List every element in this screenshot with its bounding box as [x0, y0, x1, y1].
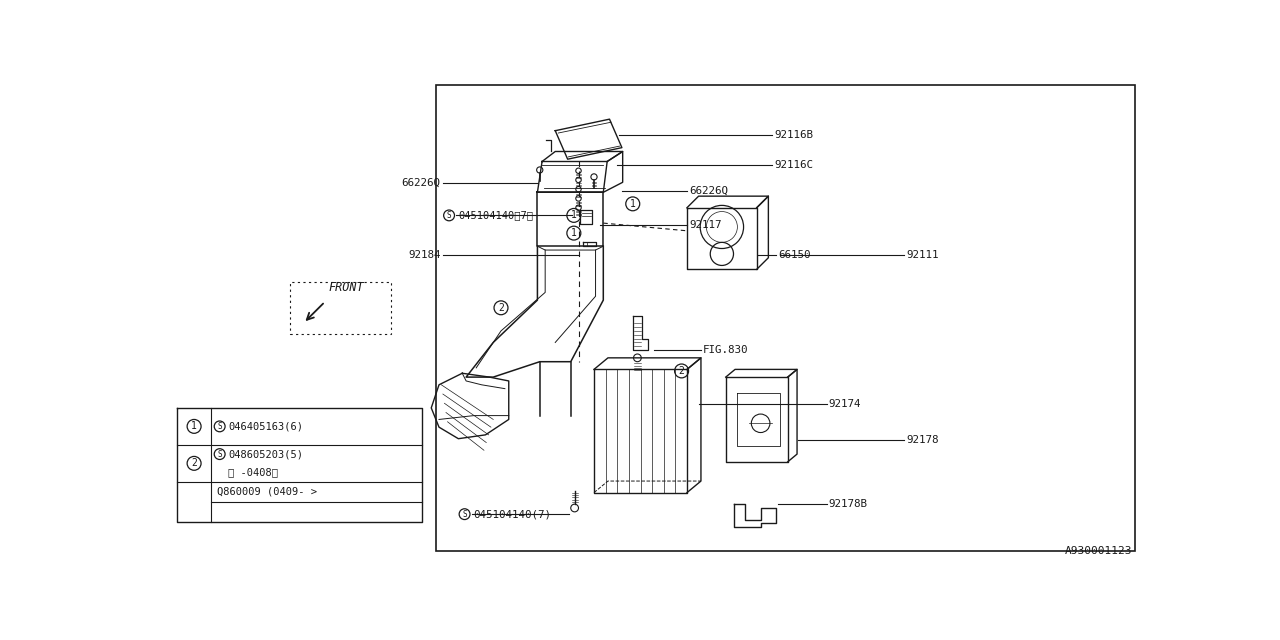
Text: 92111: 92111	[906, 250, 938, 260]
Text: FRONT: FRONT	[329, 281, 365, 294]
Text: 1: 1	[571, 228, 577, 238]
Bar	[291, 282, 390, 334]
Text: 92178: 92178	[906, 435, 938, 445]
Text: 2: 2	[678, 366, 685, 376]
Text: 2: 2	[191, 458, 197, 468]
Text: S: S	[218, 449, 221, 459]
Text: 66226Q: 66226Q	[402, 178, 440, 188]
Text: 046405163(6): 046405163(6)	[228, 421, 303, 431]
Text: 〈 -0408〉: 〈 -0408〉	[228, 468, 278, 477]
Text: 048605203(5): 048605203(5)	[228, 449, 303, 459]
Text: 66226Q: 66226Q	[690, 186, 728, 196]
Text: 92178B: 92178B	[829, 499, 868, 509]
Text: 1: 1	[191, 421, 197, 431]
Text: 1: 1	[571, 211, 577, 220]
Bar	[435, 85, 1135, 551]
Text: 92116C: 92116C	[774, 161, 814, 170]
Text: Q860009 (0409- >: Q860009 (0409- >	[218, 487, 317, 497]
Text: 66150: 66150	[778, 250, 812, 260]
Text: 045104140(7): 045104140(7)	[474, 509, 552, 519]
Text: 92117: 92117	[690, 220, 722, 230]
Text: S: S	[447, 211, 452, 220]
Text: 92174: 92174	[829, 399, 861, 409]
Text: 2: 2	[498, 303, 504, 313]
Text: 92116B: 92116B	[774, 129, 814, 140]
Text: A930001123: A930001123	[1065, 546, 1133, 556]
Text: FIG.830: FIG.830	[703, 345, 748, 355]
Text: S: S	[218, 422, 221, 431]
Text: 92184: 92184	[408, 250, 440, 260]
Text: S: S	[462, 509, 467, 518]
Text: 1: 1	[630, 199, 636, 209]
Text: 045104140で7）: 045104140で7）	[458, 211, 534, 220]
